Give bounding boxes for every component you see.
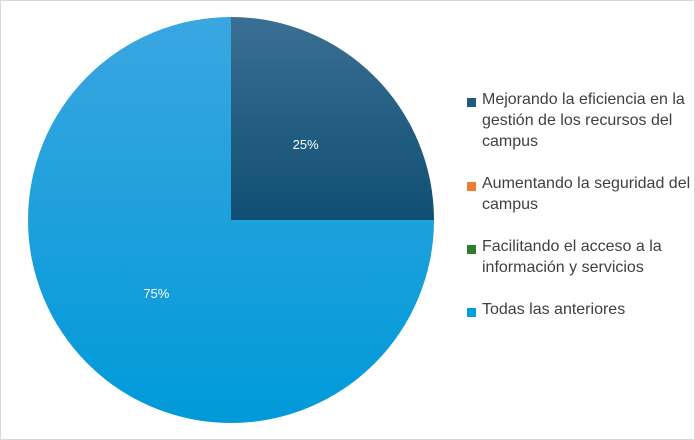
legend-swatch	[467, 98, 476, 107]
legend-label: Facilitando el acceso a la información y…	[482, 238, 662, 276]
data-label: 75%	[143, 286, 169, 301]
legend-swatch	[467, 245, 476, 254]
pie-slice	[28, 17, 434, 423]
legend-item: Todas las anteriores	[467, 299, 692, 320]
data-label: 25%	[293, 137, 319, 152]
legend-item: Aumentando la seguridad del campus	[467, 173, 692, 215]
legend-item: Mejorando la eficiencia en la gestión de…	[467, 89, 692, 152]
legend-swatch	[467, 182, 476, 191]
legend-item: Facilitando el acceso a la información y…	[467, 236, 692, 278]
legend-swatch	[467, 308, 476, 317]
legend-label: Mejorando la eficiencia en la gestión de…	[482, 91, 685, 150]
legend: Mejorando la eficiencia en la gestión de…	[467, 89, 692, 320]
legend-label: Todas las anteriores	[482, 301, 626, 318]
pie-slice	[231, 17, 434, 220]
legend-label: Aumentando la seguridad del campus	[482, 175, 691, 213]
